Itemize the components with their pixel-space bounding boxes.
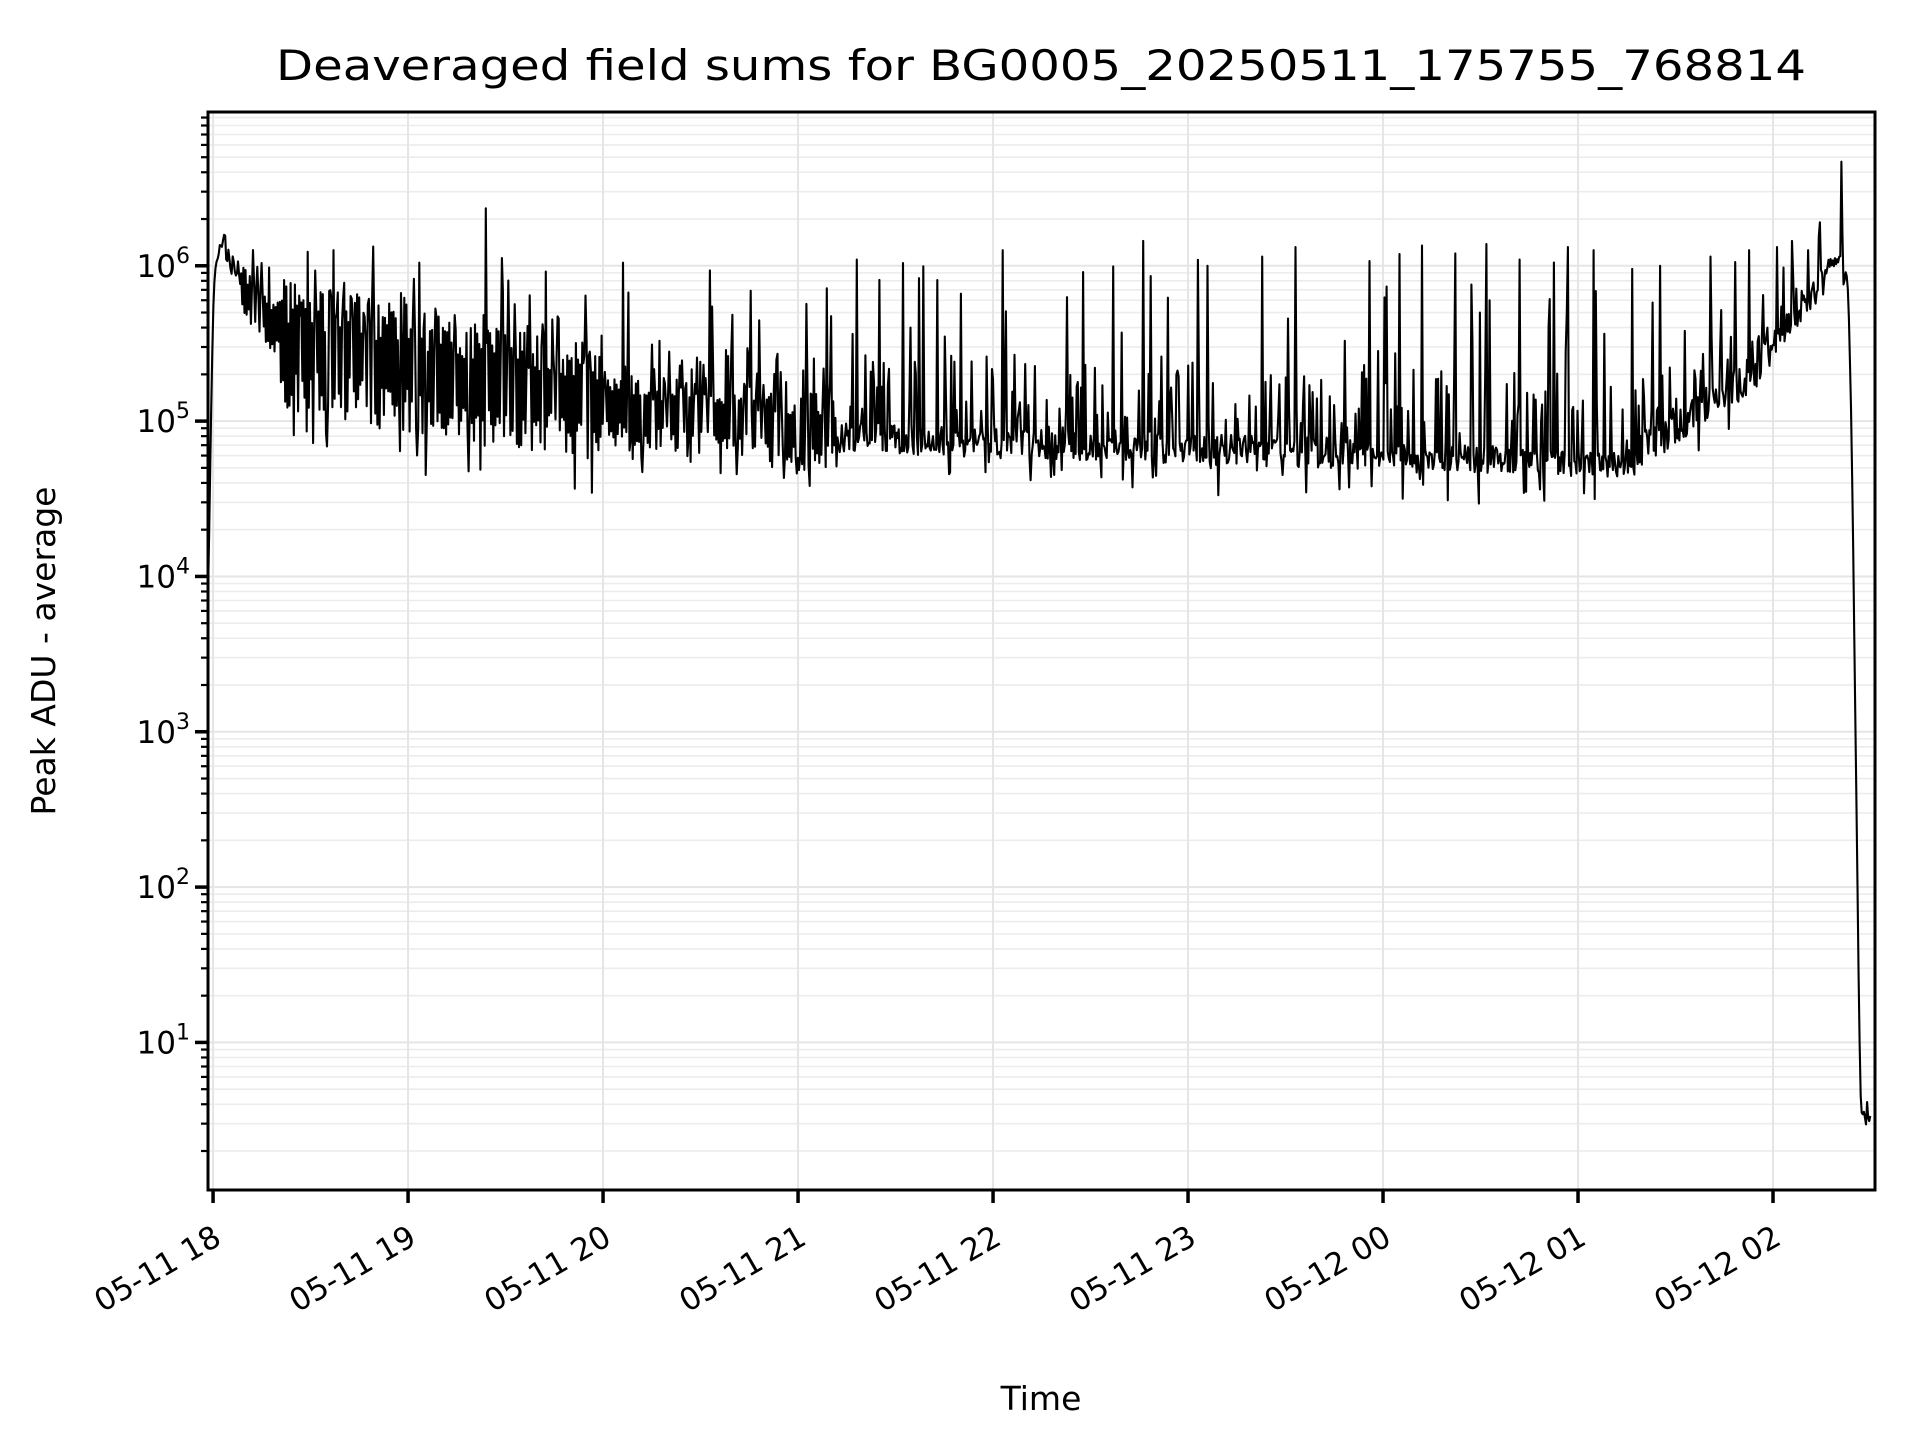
chart-title: Deaveraged field sums for BG0005_2025051… [276,41,1806,90]
data-series-line [208,160,1872,1126]
y-tick-label: 105 [137,399,190,440]
x-tick-label: 05-12 01 [1453,1219,1592,1320]
y-tick-label: 102 [137,865,190,906]
x-tick-label: 05-11 21 [673,1219,812,1320]
x-tick-label: 05-12 02 [1648,1219,1787,1320]
x-tick-label: 05-11 19 [283,1219,422,1320]
x-axis-label: Time [1000,1379,1082,1418]
minor-gridlines [208,116,1875,1152]
y-axis-label: Peak ADU - average [24,487,63,816]
y-tick-label: 104 [137,554,190,595]
major-gridlines [208,112,1875,1190]
tick-marks [195,116,1775,1203]
x-tick-label: 05-11 20 [478,1219,617,1320]
x-tick-label: 05-11 23 [1063,1219,1202,1320]
y-tick-label: 103 [137,710,190,751]
x-tick-label: 05-11 22 [868,1219,1007,1320]
x-tick-label: 05-11 18 [88,1219,227,1320]
x-tick-label: 05-12 00 [1258,1219,1397,1320]
axes-spines [206,110,1877,1192]
y-tick-label: 101 [137,1020,190,1061]
y-tick-label: 106 [137,244,190,285]
